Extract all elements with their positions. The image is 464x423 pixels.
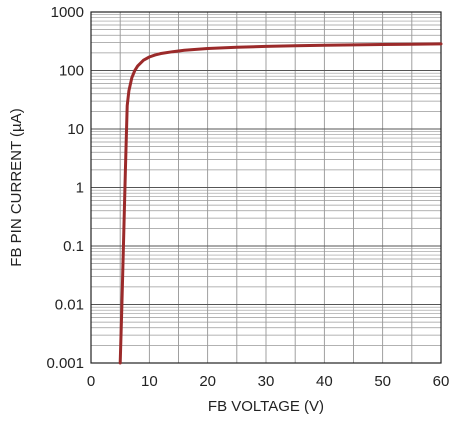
- grid: [90, 11, 442, 364]
- x-tick-label: 0: [87, 373, 95, 390]
- y-tick-labels: 0.001 0.01 0.1 1 10 100 1000: [46, 4, 84, 372]
- x-axis-label: FB VOLTAGE (V): [208, 398, 324, 415]
- x-tick-label: 20: [199, 373, 216, 390]
- plot-frame: [90, 11, 442, 364]
- x-tick-labels: 0 10 20 30 40 50 60: [87, 373, 450, 390]
- series-line: [118, 42, 443, 365]
- y-tick-label: 10: [67, 121, 84, 138]
- x-tick-label: 60: [433, 373, 450, 390]
- y-tick-label: 1000: [51, 4, 84, 21]
- y-tick-label: 1: [76, 180, 84, 197]
- x-tick-label: 30: [258, 373, 275, 390]
- x-tick-label: 50: [374, 373, 391, 390]
- y-tick-label: 0.1: [63, 238, 84, 255]
- y-tick-label: 0.001: [46, 355, 84, 372]
- x-tick-label: 10: [141, 373, 158, 390]
- y-axis-label: FB PIN CURRENT (µA): [8, 108, 25, 266]
- y-tick-label: 100: [59, 63, 84, 80]
- y-tick-label: 0.01: [55, 297, 84, 314]
- x-tick-label: 40: [316, 373, 333, 390]
